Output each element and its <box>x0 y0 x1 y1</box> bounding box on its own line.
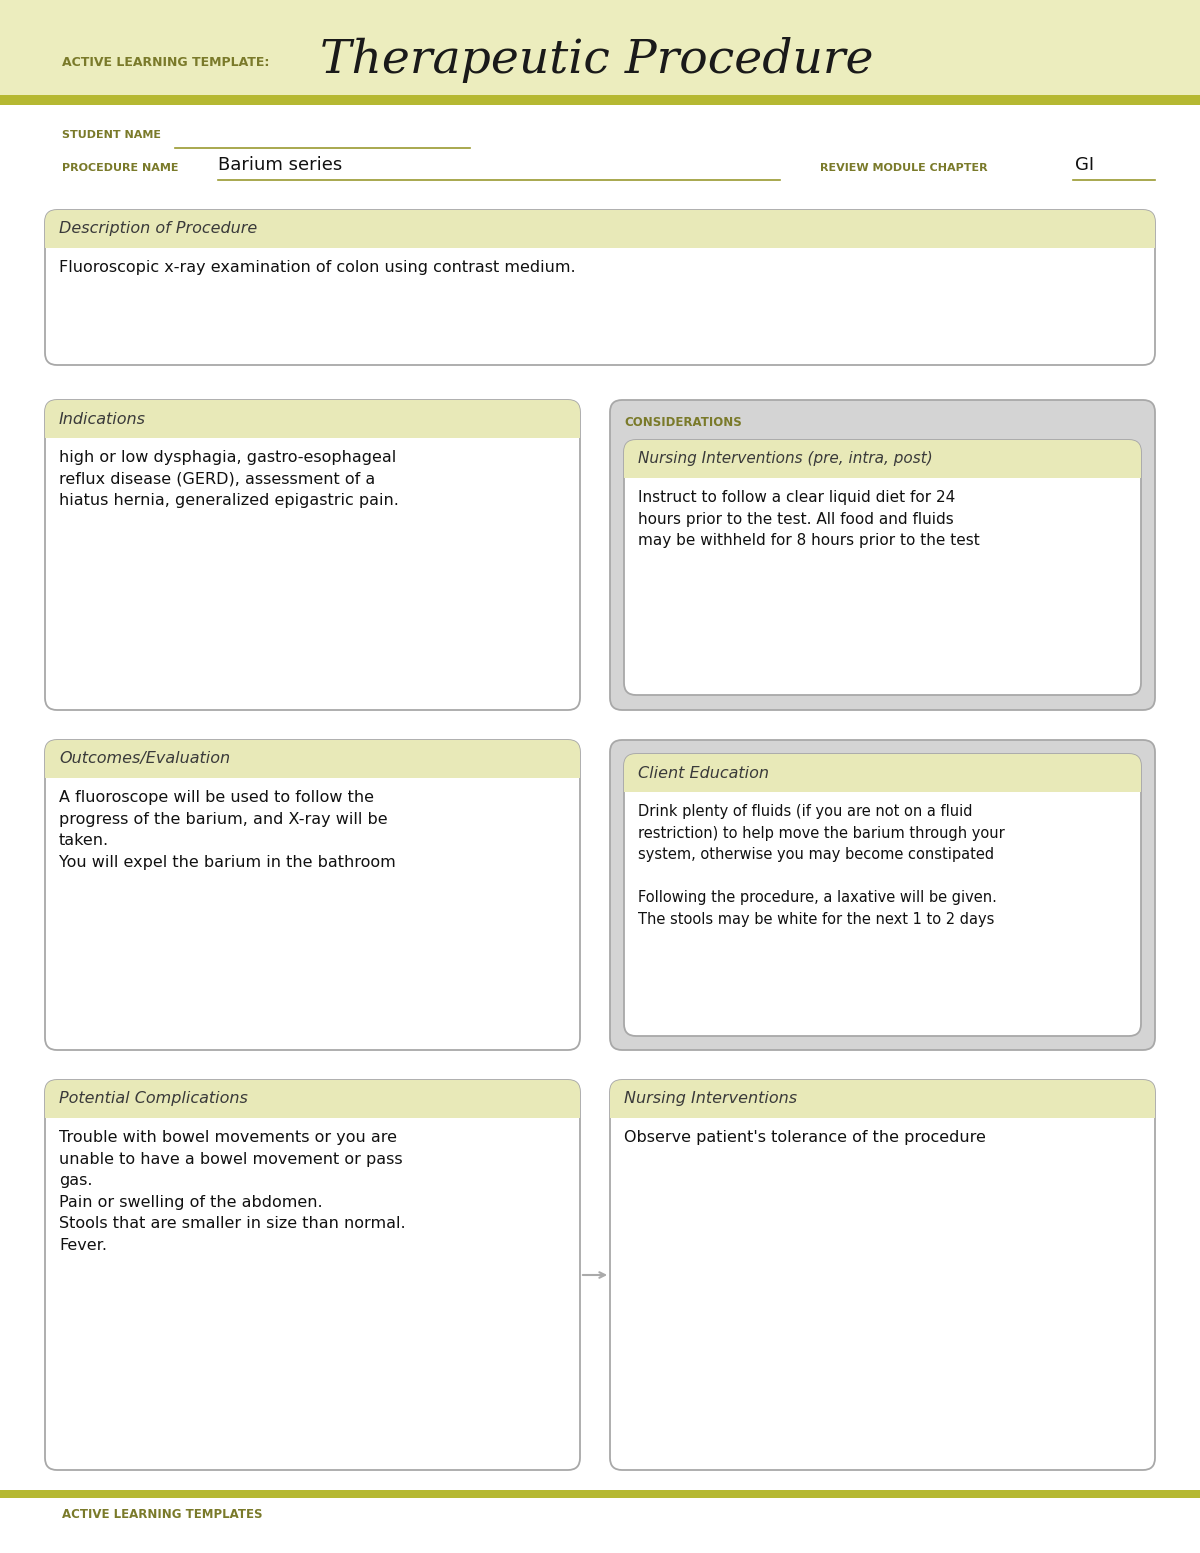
FancyBboxPatch shape <box>624 773 1141 792</box>
Text: Barium series: Barium series <box>218 155 342 174</box>
FancyBboxPatch shape <box>46 1100 580 1118</box>
Text: high or low dysphagia, gastro-esophageal
reflux disease (GERD), assessment of a
: high or low dysphagia, gastro-esophageal… <box>59 450 398 508</box>
Text: Trouble with bowel movements or you are
unable to have a bowel movement or pass
: Trouble with bowel movements or you are … <box>59 1131 406 1253</box>
Text: PROCEDURE NAME: PROCEDURE NAME <box>62 163 179 172</box>
Text: REVIEW MODULE CHAPTER: REVIEW MODULE CHAPTER <box>820 163 988 172</box>
FancyBboxPatch shape <box>624 439 1141 478</box>
FancyBboxPatch shape <box>46 739 580 778</box>
FancyBboxPatch shape <box>46 1079 580 1118</box>
FancyBboxPatch shape <box>46 401 580 710</box>
FancyBboxPatch shape <box>46 228 1154 248</box>
FancyBboxPatch shape <box>0 0 1200 106</box>
Text: CONSIDERATIONS: CONSIDERATIONS <box>624 416 742 429</box>
FancyBboxPatch shape <box>46 739 580 1050</box>
Text: Indications: Indications <box>59 412 146 427</box>
Text: A fluoroscope will be used to follow the
progress of the barium, and X-ray will : A fluoroscope will be used to follow the… <box>59 790 396 870</box>
Text: GI: GI <box>1075 155 1094 174</box>
FancyBboxPatch shape <box>0 95 1200 106</box>
FancyBboxPatch shape <box>610 1079 1154 1471</box>
FancyBboxPatch shape <box>0 1489 1200 1499</box>
Text: Drink plenty of fluids (if you are not on a fluid
restriction) to help move the : Drink plenty of fluids (if you are not o… <box>638 804 1004 927</box>
Text: Outcomes/Evaluation: Outcomes/Evaluation <box>59 752 230 767</box>
Text: Nursing Interventions: Nursing Interventions <box>624 1092 797 1106</box>
Text: ACTIVE LEARNING TEMPLATE:: ACTIVE LEARNING TEMPLATE: <box>62 56 269 70</box>
FancyBboxPatch shape <box>610 1079 1154 1118</box>
FancyBboxPatch shape <box>624 460 1141 478</box>
FancyBboxPatch shape <box>46 419 580 438</box>
FancyBboxPatch shape <box>46 401 580 438</box>
Text: Potential Complications: Potential Complications <box>59 1092 248 1106</box>
Text: Observe patient's tolerance of the procedure: Observe patient's tolerance of the proce… <box>624 1131 986 1145</box>
FancyBboxPatch shape <box>610 401 1154 710</box>
FancyBboxPatch shape <box>610 739 1154 1050</box>
Text: Therapeutic Procedure: Therapeutic Procedure <box>320 37 874 82</box>
FancyBboxPatch shape <box>46 759 580 778</box>
Text: Description of Procedure: Description of Procedure <box>59 222 257 236</box>
Text: STUDENT NAME: STUDENT NAME <box>62 130 161 140</box>
FancyBboxPatch shape <box>46 1079 580 1471</box>
FancyBboxPatch shape <box>624 755 1141 792</box>
FancyBboxPatch shape <box>624 755 1141 1036</box>
FancyBboxPatch shape <box>610 1100 1154 1118</box>
Text: ACTIVE LEARNING TEMPLATES: ACTIVE LEARNING TEMPLATES <box>62 1508 263 1522</box>
Text: Fluoroscopic x-ray examination of colon using contrast medium.: Fluoroscopic x-ray examination of colon … <box>59 259 576 275</box>
FancyBboxPatch shape <box>46 210 1154 248</box>
FancyBboxPatch shape <box>46 210 1154 365</box>
FancyBboxPatch shape <box>624 439 1141 696</box>
Text: Instruct to follow a clear liquid diet for 24
hours prior to the test. All food : Instruct to follow a clear liquid diet f… <box>638 491 979 548</box>
Text: Client Education: Client Education <box>638 766 769 781</box>
Text: Nursing Interventions (pre, intra, post): Nursing Interventions (pre, intra, post) <box>638 452 932 466</box>
